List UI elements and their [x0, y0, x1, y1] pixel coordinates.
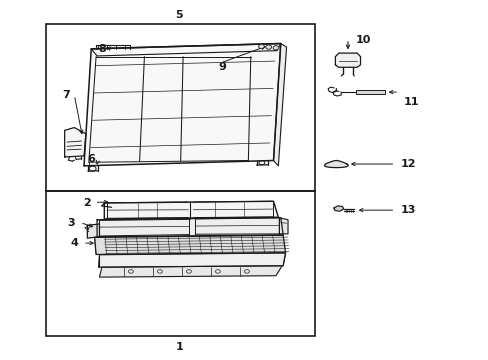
Bar — [46, 24, 314, 191]
Polygon shape — [333, 206, 343, 211]
Text: 7: 7 — [61, 90, 69, 100]
Bar — [355, 90, 384, 94]
Polygon shape — [324, 161, 347, 168]
Circle shape — [258, 44, 264, 49]
Text: 3: 3 — [67, 217, 75, 228]
Polygon shape — [87, 224, 99, 238]
Polygon shape — [279, 218, 287, 234]
Text: 2: 2 — [83, 198, 91, 208]
Polygon shape — [273, 44, 286, 166]
Text: 11: 11 — [403, 97, 418, 107]
Polygon shape — [335, 53, 360, 67]
Text: 13: 13 — [400, 205, 416, 215]
Text: 4: 4 — [70, 238, 78, 248]
Polygon shape — [95, 235, 285, 255]
Bar — [46, 191, 314, 336]
Circle shape — [272, 46, 278, 50]
Text: 5: 5 — [175, 10, 183, 20]
Polygon shape — [64, 127, 86, 157]
Text: 9: 9 — [218, 62, 226, 72]
Text: 10: 10 — [354, 35, 370, 45]
Text: 12: 12 — [400, 159, 416, 169]
Text: 1: 1 — [175, 342, 183, 352]
Circle shape — [265, 45, 271, 49]
Polygon shape — [99, 266, 282, 277]
Text: 6: 6 — [87, 154, 95, 165]
Polygon shape — [104, 201, 278, 219]
Polygon shape — [84, 44, 280, 166]
Polygon shape — [98, 253, 285, 267]
Polygon shape — [97, 217, 283, 237]
Text: 8: 8 — [98, 44, 105, 54]
